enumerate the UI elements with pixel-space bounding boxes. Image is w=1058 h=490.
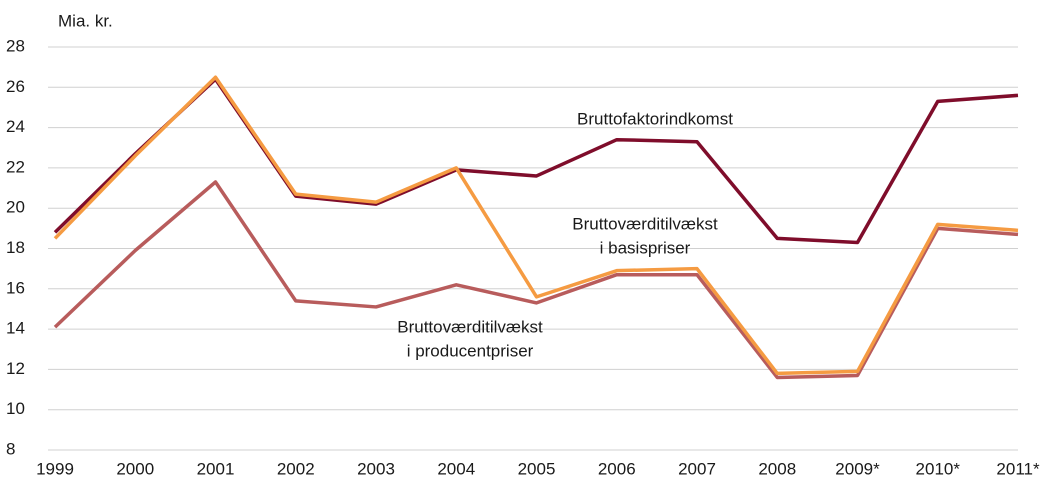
series-label: Bruttoværditilvækst [397, 317, 543, 336]
series-label: i producentpriser [407, 341, 534, 360]
x-tick-label: 2011* [996, 459, 1040, 478]
x-tick-label: 2010* [916, 459, 961, 478]
x-tick-label: 2006 [598, 459, 636, 478]
y-tick-label: 22 [6, 157, 25, 176]
y-tick-label: 10 [6, 399, 25, 418]
y-tick-label: 14 [6, 319, 25, 338]
x-tick-label: 2002 [277, 459, 315, 478]
x-tick-label: 2004 [437, 459, 475, 478]
x-tick-label: 2009* [835, 459, 880, 478]
x-tick-label: 1999 [36, 459, 74, 478]
x-tick-label: 2001 [197, 459, 235, 478]
x-tick-label: 2000 [116, 459, 154, 478]
y-tick-label: 28 [6, 36, 25, 55]
y-tick-label: 24 [6, 117, 25, 136]
series-line [53, 75, 1019, 376]
x-tick-label: 2007 [678, 459, 716, 478]
y-tick-label: 26 [6, 77, 25, 96]
x-tick-label: 2005 [518, 459, 556, 478]
y-tick-label: 18 [6, 238, 25, 257]
series-line [53, 180, 1019, 380]
x-tick-label: 2003 [357, 459, 395, 478]
y-tick-label: 20 [6, 198, 25, 217]
series-label: i basispriser [600, 238, 691, 257]
y-tick-label: 12 [6, 359, 25, 378]
x-tick-label: 2008 [758, 459, 796, 478]
series-label: Bruttofaktorindkomst [577, 109, 733, 128]
y-tick-label: 16 [6, 278, 25, 297]
y-tick-label: 8 [6, 439, 15, 458]
series-label: Bruttoværditilvækst [572, 214, 718, 233]
series-line [53, 77, 1019, 245]
y-axis-label: Mia. kr. [58, 11, 113, 30]
